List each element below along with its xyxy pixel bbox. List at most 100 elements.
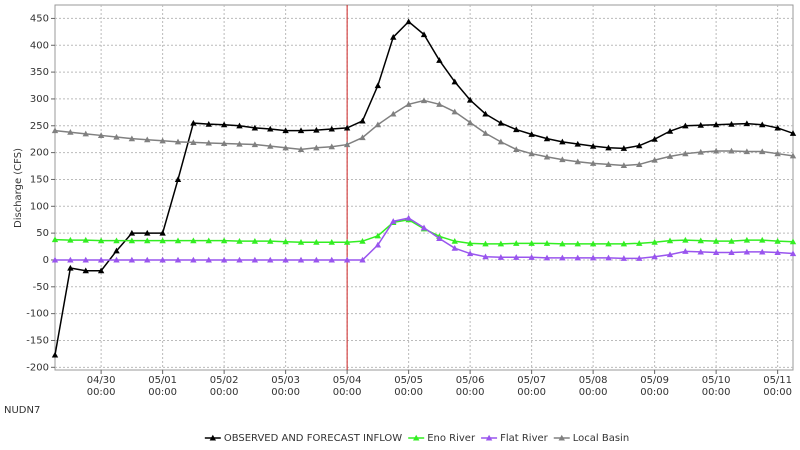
point-marker [51, 236, 59, 243]
point-marker [589, 160, 597, 166]
point-marker [282, 256, 289, 263]
point-marker [374, 241, 382, 248]
point-marker [82, 130, 89, 137]
point-marker [313, 239, 320, 245]
point-marker [297, 256, 305, 263]
point-marker [282, 127, 289, 134]
point-marker [205, 237, 212, 244]
point-marker [82, 236, 89, 243]
point-marker [128, 135, 136, 142]
point-marker [359, 256, 366, 263]
point-marker [282, 238, 289, 245]
point-marker [774, 237, 781, 244]
point-marker [159, 237, 166, 244]
point-marker [528, 150, 535, 157]
point-marker [712, 237, 720, 244]
y-tick-label: 300 [30, 94, 49, 105]
point-marker [51, 256, 59, 263]
point-marker [482, 253, 489, 260]
point-marker [236, 122, 243, 129]
point-marker [728, 237, 735, 244]
point-marker [528, 131, 535, 137]
point-marker [436, 235, 443, 242]
point-marker [251, 256, 259, 263]
point-marker [328, 239, 335, 245]
point-marker [513, 240, 520, 246]
point-marker [328, 256, 335, 263]
point-marker [620, 255, 628, 261]
point-marker [251, 141, 259, 148]
point-marker [697, 122, 704, 128]
point-marker [313, 256, 320, 263]
point-marker [728, 120, 735, 127]
point-marker [651, 156, 658, 163]
point-marker [297, 146, 305, 152]
point-marker [420, 97, 428, 104]
point-marker [774, 124, 781, 131]
y-tick-label: 50 [36, 228, 49, 239]
point-marker [466, 119, 474, 126]
point-marker [436, 57, 443, 63]
point-marker [743, 248, 751, 255]
point-marker [144, 229, 151, 236]
point-marker [67, 256, 74, 263]
x-tick-label: 05/06 00:00 [456, 375, 485, 398]
point-marker [605, 161, 612, 167]
point-marker [682, 150, 689, 157]
point-marker [420, 224, 428, 231]
point-marker [436, 101, 443, 107]
point-marker [528, 254, 535, 260]
point-marker [774, 150, 781, 157]
point-marker [605, 144, 612, 151]
point-marker [67, 129, 74, 135]
point-marker [343, 141, 351, 148]
plot-area [54, 4, 794, 371]
point-marker [390, 34, 397, 40]
point-marker [789, 238, 797, 245]
y-tick-label: 100 [30, 201, 49, 212]
point-marker [236, 140, 243, 147]
point-marker [51, 127, 59, 134]
point-marker [190, 139, 197, 145]
point-marker [113, 247, 120, 254]
point-marker [605, 254, 612, 261]
legend-marker [209, 434, 217, 441]
point-marker [359, 237, 366, 244]
point-marker [405, 101, 412, 107]
point-marker [636, 240, 643, 246]
point-marker [482, 240, 489, 247]
point-marker [97, 132, 105, 138]
point-marker [712, 121, 720, 128]
point-marker [574, 240, 581, 247]
point-marker [497, 240, 505, 247]
point-marker [574, 140, 581, 147]
point-marker [67, 264, 74, 271]
point-marker [144, 237, 151, 244]
point-marker [159, 229, 166, 236]
point-marker [636, 142, 643, 149]
point-marker [144, 256, 151, 263]
point-marker [466, 240, 474, 246]
point-marker [267, 142, 274, 149]
point-marker [589, 240, 597, 247]
point-marker [682, 248, 689, 254]
point-marker [666, 251, 674, 258]
point-marker [513, 254, 520, 260]
point-marker [267, 125, 274, 132]
y-tick-label: 450 [30, 13, 49, 24]
point-marker [682, 122, 689, 129]
point-marker [174, 237, 182, 244]
point-marker [343, 124, 351, 131]
point-marker [451, 108, 458, 115]
point-marker [405, 214, 412, 221]
point-marker [97, 256, 105, 263]
y-tick-label: -50 [33, 282, 49, 293]
y-tick-label: 400 [30, 40, 49, 51]
point-marker [513, 146, 520, 152]
point-marker [113, 133, 120, 140]
point-marker [636, 161, 643, 167]
point-marker [743, 120, 751, 127]
point-marker [789, 152, 797, 159]
point-marker [190, 256, 197, 263]
